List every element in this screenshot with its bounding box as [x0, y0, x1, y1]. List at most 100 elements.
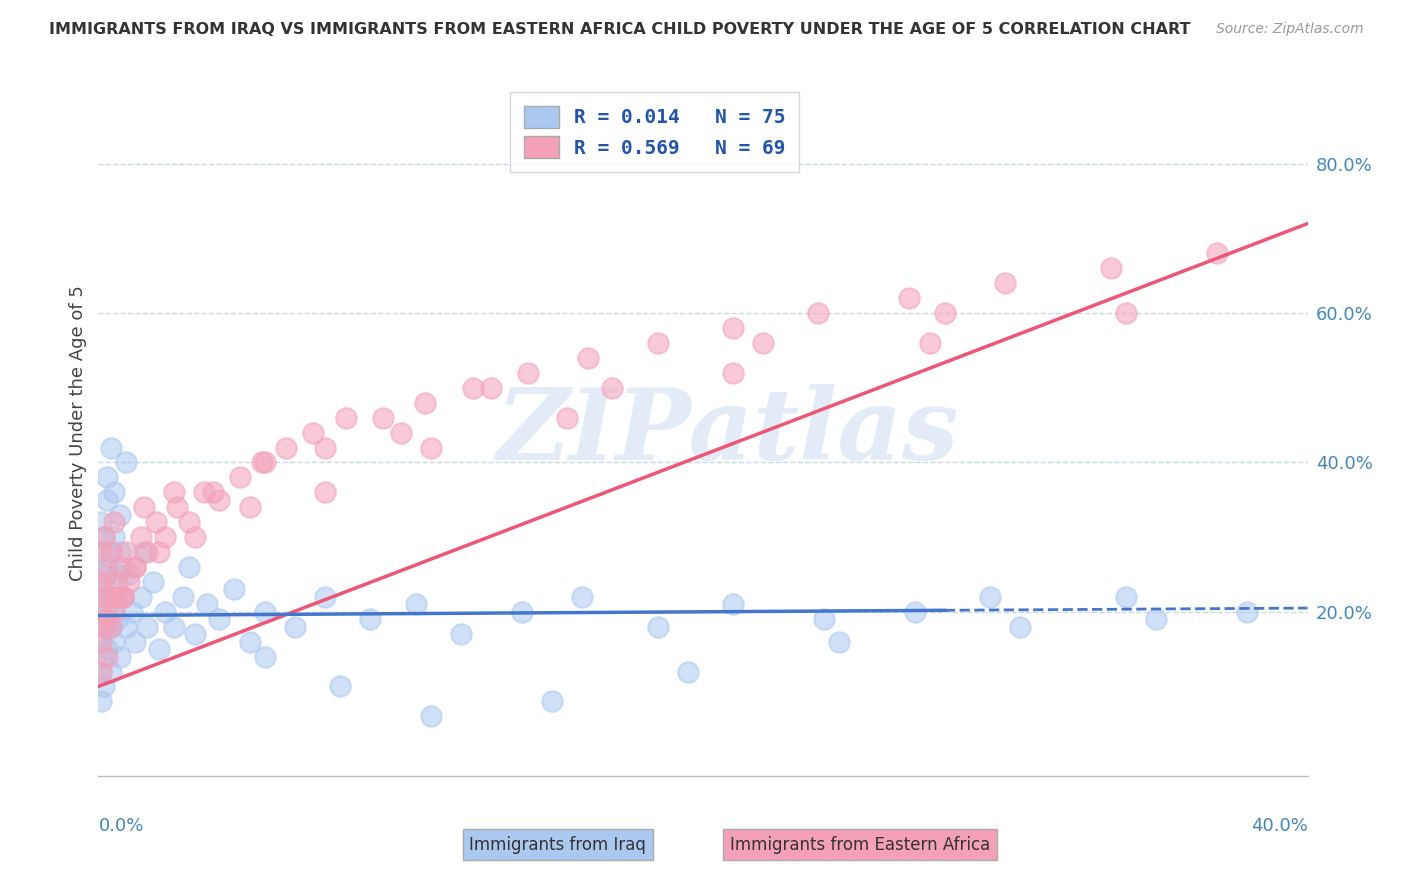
Point [111, 590, 134, 604]
Point [153, 605, 176, 619]
Point [103, 590, 125, 604]
Point [135, 620, 157, 634]
Point [420, 709, 443, 723]
Text: Immigrants from Iraq: Immigrants from Iraq [470, 836, 647, 854]
Point [108, 545, 131, 559]
Point [253, 455, 276, 469]
Point [571, 590, 593, 604]
Point [371, 410, 394, 425]
Point [145, 515, 167, 529]
Point [1115, 590, 1137, 604]
Point [90, 567, 112, 582]
Point [360, 612, 382, 626]
Point [314, 590, 336, 604]
Point [96, 649, 118, 664]
Point [179, 560, 201, 574]
Point [208, 612, 231, 626]
Point [118, 567, 141, 582]
Point [166, 500, 188, 515]
Point [516, 366, 538, 380]
Point [90, 634, 112, 648]
Point [103, 605, 125, 619]
Point [676, 665, 699, 679]
Point [602, 381, 624, 395]
Point [96, 567, 118, 582]
Point [111, 590, 134, 604]
Point [934, 306, 956, 320]
Point [96, 590, 118, 604]
Text: Immigrants from Eastern Africa: Immigrants from Eastern Africa [730, 836, 990, 854]
Point [90, 574, 112, 589]
Point [239, 500, 262, 515]
Point [90, 665, 112, 679]
Point [723, 321, 745, 335]
Point [1115, 306, 1137, 320]
Point [108, 649, 131, 664]
Point [335, 410, 357, 425]
Point [114, 455, 136, 469]
Point [184, 627, 207, 641]
Point [90, 634, 112, 648]
Point [208, 492, 231, 507]
Point [450, 627, 472, 641]
Point [142, 574, 165, 589]
Point [153, 530, 176, 544]
Point [148, 545, 170, 559]
Point [90, 590, 112, 604]
Point [723, 598, 745, 612]
Point [132, 545, 155, 559]
Point [103, 485, 125, 500]
Point [118, 574, 141, 589]
Point [90, 612, 112, 626]
Legend: R = 0.014   N = 75, R = 0.569   N = 69: R = 0.014 N = 75, R = 0.569 N = 69 [510, 92, 799, 172]
Point [193, 485, 215, 500]
Point [647, 336, 669, 351]
Point [96, 605, 118, 619]
Point [96, 642, 118, 657]
Point [111, 590, 134, 604]
Point [90, 694, 112, 708]
Point [510, 605, 533, 619]
Point [93, 649, 115, 664]
Point [105, 567, 128, 582]
Point [752, 336, 775, 351]
Point [103, 515, 125, 529]
Point [314, 441, 336, 455]
Point [1010, 620, 1032, 634]
Point [108, 560, 131, 574]
Point [100, 590, 122, 604]
Text: IMMIGRANTS FROM IRAQ VS IMMIGRANTS FROM EASTERN AFRICA CHILD POVERTY UNDER THE A: IMMIGRANTS FROM IRAQ VS IMMIGRANTS FROM … [49, 22, 1191, 37]
Point [1236, 605, 1258, 619]
Y-axis label: Child Poverty Under the Age of 5: Child Poverty Under the Age of 5 [69, 285, 87, 581]
Point [100, 441, 122, 455]
Point [813, 612, 835, 626]
Point [93, 530, 115, 544]
Point [90, 545, 112, 559]
Text: Source: ZipAtlas.com: Source: ZipAtlas.com [1216, 22, 1364, 37]
Point [96, 612, 118, 626]
Point [253, 649, 276, 664]
Point [994, 277, 1017, 291]
Point [172, 590, 194, 604]
Point [897, 291, 920, 305]
Point [100, 545, 122, 559]
Point [202, 485, 225, 500]
Point [239, 634, 262, 648]
Point [100, 545, 122, 559]
Point [918, 336, 941, 351]
Point [647, 620, 669, 634]
Point [93, 620, 115, 634]
Point [114, 545, 136, 559]
Point [1144, 612, 1167, 626]
Text: ZIPatlas: ZIPatlas [496, 384, 959, 481]
Point [329, 680, 352, 694]
Point [93, 590, 115, 604]
Point [314, 485, 336, 500]
Point [100, 665, 122, 679]
Point [100, 620, 122, 634]
Point [576, 351, 599, 365]
Point [555, 410, 578, 425]
Point [135, 545, 157, 559]
Point [229, 470, 252, 484]
Point [93, 574, 115, 589]
